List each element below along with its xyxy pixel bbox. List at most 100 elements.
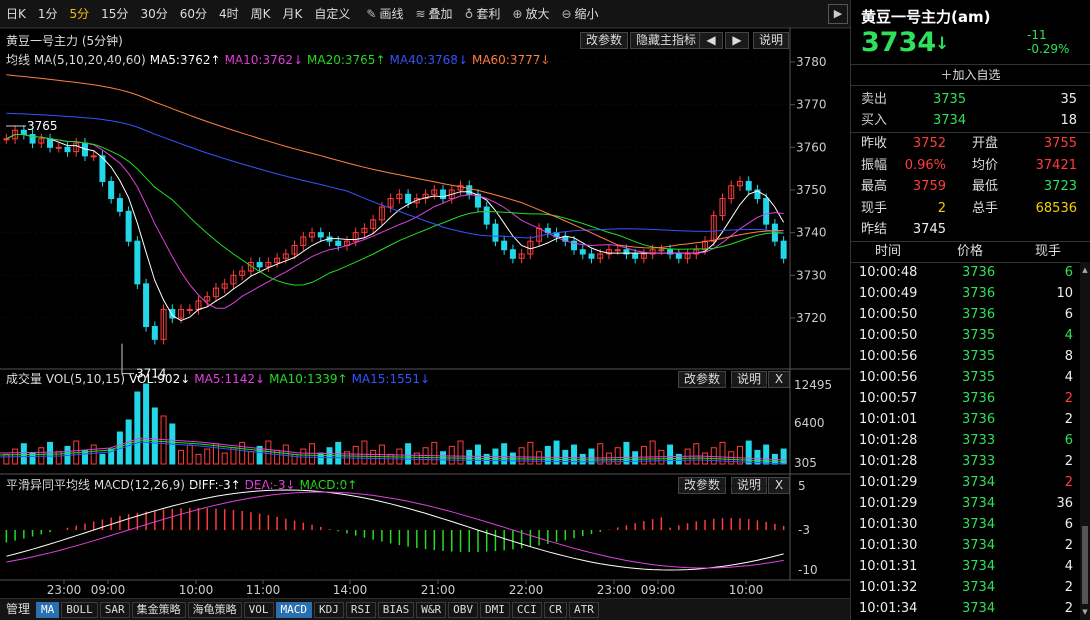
candle-body	[640, 253, 647, 259]
period-tab[interactable]: 1分	[37, 6, 58, 21]
down-arrow-icon: ↓	[935, 34, 950, 54]
tool-label: 套利	[476, 6, 501, 21]
indicator-tab[interactable]: OBV	[448, 601, 479, 618]
tick-row: 10:01:30 3734 6	[851, 514, 1081, 535]
period-tab[interactable]: 30分	[140, 6, 168, 21]
price-change: -11	[1027, 28, 1047, 42]
period-tab[interactable]: 月K	[282, 6, 303, 21]
tool-stack-button[interactable]: ≋ 叠加	[409, 0, 458, 28]
add-watchlist-button[interactable]: ＋加入自选	[851, 64, 1090, 86]
candle-body	[754, 189, 761, 200]
tick-header: 时间 价格 现手	[851, 242, 1090, 262]
indicator-tab[interactable]: 集金策略	[131, 601, 186, 618]
stat-label: 最低	[972, 179, 999, 194]
volume-bar	[282, 444, 289, 465]
indicator-tab[interactable]: VOL	[243, 601, 274, 618]
period-tab[interactable]: 15分	[101, 6, 129, 21]
candle-body	[405, 193, 412, 204]
volume-bar	[370, 449, 377, 465]
tool-bag-button[interactable]: ♁ 套利	[459, 0, 507, 28]
period-tab[interactable]: 5分	[69, 6, 90, 21]
tick-price: 3733	[962, 433, 996, 448]
legend-item: MA5:3762↑	[149, 53, 221, 67]
scroll-up-icon[interactable]: ▲	[1082, 266, 1088, 274]
stat-value: 2	[937, 200, 946, 216]
indicator-tab[interactable]: BIAS	[377, 601, 415, 618]
arrow-left-button[interactable]: ◀	[699, 32, 723, 49]
volume-bar	[361, 440, 368, 465]
tool-pencil-button[interactable]: ✎ 画线	[360, 0, 409, 28]
candle-body	[579, 249, 586, 255]
period-tab[interactable]: 自定义	[314, 6, 351, 21]
help-button[interactable]: 说明	[753, 32, 790, 49]
period-tab[interactable]: 60分	[179, 6, 207, 21]
indicator-tab[interactable]: MA	[36, 601, 60, 618]
volume-bar	[151, 407, 158, 465]
kline-chart[interactable]: 3780 3770 3760 3750 3740 3730 3720 12495 6400 305…	[0, 28, 850, 598]
indicator-tab[interactable]: KDJ	[314, 601, 344, 618]
volume-bar	[614, 447, 621, 465]
tick-row: 10:00:48 3736 6	[851, 262, 1081, 283]
tick-time: 10:01:29	[859, 475, 918, 490]
tick-header-time: 时间	[875, 244, 902, 259]
volume-bar	[204, 448, 211, 465]
volume-bar	[649, 440, 656, 465]
volume-bar	[405, 443, 412, 465]
tick-row: 10:00:56 3735 8	[851, 346, 1081, 367]
volume-help-button[interactable]: 说明	[731, 371, 768, 388]
y-tick-label: 305	[794, 456, 817, 470]
period-tab[interactable]: 周K	[250, 6, 271, 21]
indicator-tab[interactable]: SAR	[99, 601, 130, 618]
macd-close-button[interactable]: X	[768, 477, 790, 494]
tick-volume: 2	[1064, 391, 1073, 406]
macd-params-button[interactable]: 改参数	[678, 477, 727, 494]
candle-body	[230, 274, 237, 285]
stat-row: 现手 2 总手 68536	[851, 198, 1081, 219]
candle-body	[684, 253, 691, 259]
macd-help-button[interactable]: 说明	[731, 477, 768, 494]
indicator-tab[interactable]: CCI	[511, 601, 542, 618]
collapse-right-button[interactable]: ▶	[828, 4, 848, 24]
scroll-thumb[interactable]	[1082, 526, 1088, 604]
hide-main-indicator-button[interactable]: 隐藏主指标	[630, 32, 703, 49]
indicator-tab[interactable]: 海龟策略	[187, 601, 242, 618]
tool-zoom-in-button[interactable]: ⊕ 放大	[506, 0, 555, 28]
period-tab[interactable]: 日K	[6, 6, 26, 21]
tick-volume: 2	[1064, 538, 1073, 553]
volume-bar	[536, 451, 543, 465]
edit-params-button[interactable]: 改参数	[580, 32, 629, 49]
ma-line	[6, 134, 784, 309]
indicator-tab[interactable]: W&R	[416, 601, 447, 618]
volume-params-button[interactable]: 改参数	[678, 371, 727, 388]
stat-row: 昨收 3752 开盘 3755	[851, 133, 1081, 154]
tool-zoom-out-button[interactable]: ⊖ 缩小	[555, 0, 604, 28]
candle-body	[588, 253, 595, 259]
indicator-tab[interactable]: RSI	[345, 601, 376, 618]
volume-bar	[745, 440, 752, 465]
period-tab[interactable]: 4时	[219, 6, 239, 21]
indicator-tab[interactable]: 管理	[6, 601, 31, 616]
y-tick-label: 3780	[796, 55, 827, 69]
tick-price: 3736	[962, 286, 996, 301]
indicator-tab[interactable]: MACD	[275, 601, 313, 618]
volume-bar	[763, 444, 770, 465]
candle-body	[492, 223, 499, 242]
x-tick-label: 23:00	[597, 583, 632, 597]
tick-time: 10:01:29	[859, 496, 918, 511]
indicator-tab[interactable]: DMI	[480, 601, 510, 618]
indicator-tab[interactable]: CR	[543, 601, 568, 618]
tick-scrollbar[interactable]: ▲ ▼	[1080, 262, 1090, 620]
candle-body	[667, 249, 674, 255]
volume-bar	[413, 452, 420, 465]
tick-volume: 2	[1064, 412, 1073, 427]
indicator-tab[interactable]: BOLL	[61, 601, 98, 618]
y-tick-label: -3	[798, 523, 810, 537]
scroll-down-icon[interactable]: ▼	[1082, 608, 1088, 616]
ask-volume: 35	[1060, 92, 1077, 107]
tick-price: 3734	[962, 538, 996, 553]
arrow-right-button[interactable]: ▶	[725, 32, 749, 49]
stat-label: 昨收	[861, 136, 888, 151]
indicator-tab[interactable]: ATR	[569, 601, 599, 618]
tick-row: 10:01:32 3734 2	[851, 577, 1081, 598]
stat-row: 最高 3759 最低 3723	[851, 176, 1081, 197]
